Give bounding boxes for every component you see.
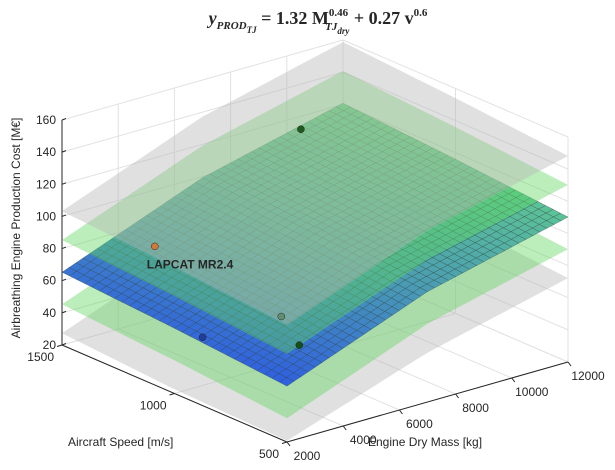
x-tick xyxy=(398,409,403,415)
z-tick-label: 140 xyxy=(36,145,56,159)
x-tick-label: 2000 xyxy=(294,449,321,463)
surface-band xyxy=(62,42,568,325)
data-point xyxy=(198,333,207,342)
z-tick-label: 120 xyxy=(36,177,56,191)
z-tick xyxy=(61,118,67,121)
y-tick-label: 1000 xyxy=(140,399,167,413)
data-point xyxy=(297,125,305,133)
z-tick-label: 20 xyxy=(43,338,57,352)
title-part: TJ xyxy=(325,21,338,33)
surface-cell xyxy=(61,177,316,329)
y-axis-label: Aircraft Speed [m/s] xyxy=(68,435,173,449)
z-axis-label: Airbreathing Engine Production Cost [M€] xyxy=(9,118,23,339)
y-tick xyxy=(169,393,175,396)
z-tick xyxy=(61,150,67,153)
z-tick xyxy=(61,310,67,314)
z-tick xyxy=(61,343,67,346)
title-part: TJ xyxy=(247,25,257,35)
x-tick-label: 8000 xyxy=(462,401,489,415)
x-axis-label: Engine Dry Mass [kg] xyxy=(368,435,482,449)
title-part: PROD xyxy=(217,20,247,32)
z-tick-label: 160 xyxy=(36,113,56,127)
title-part: = 1.32 M xyxy=(257,8,329,28)
title-part: + 0.27 v xyxy=(349,8,413,28)
z-tick xyxy=(61,278,67,282)
z-tick-label: 100 xyxy=(36,209,56,223)
axis-line xyxy=(286,361,569,443)
surface-cell xyxy=(314,158,569,292)
x-tick-label: 4000 xyxy=(350,433,377,447)
mesh-face xyxy=(279,377,295,387)
x-tick xyxy=(567,361,572,367)
title-part: 0.46 xyxy=(329,7,349,19)
y-tick xyxy=(281,441,288,444)
data-point xyxy=(277,312,286,321)
y-tick-label: 1500 xyxy=(27,350,54,364)
surface-cell xyxy=(174,233,428,387)
x-tick-label: 10000 xyxy=(515,385,549,399)
title-part: dry xyxy=(337,26,350,36)
x-tick-label: 6000 xyxy=(406,417,433,431)
data-point xyxy=(295,341,304,349)
surface-cell xyxy=(202,102,456,235)
y-tick xyxy=(56,344,63,347)
grid-line xyxy=(61,103,344,185)
x-tick xyxy=(342,425,347,431)
x-tick xyxy=(286,441,291,447)
title-part: y xyxy=(207,8,218,28)
surface-band xyxy=(62,71,568,354)
x-tick-label: 12000 xyxy=(571,369,605,383)
z-tick xyxy=(61,246,67,250)
chart-title: yPRODTJ = 1.32 M0.46 TJdry + 0.27 v0.6 xyxy=(207,7,428,36)
z-tick-label: 60 xyxy=(43,274,57,288)
z-tick-label: 40 xyxy=(43,306,57,320)
data-point xyxy=(151,242,159,251)
title-part: 0.6 xyxy=(414,7,428,19)
z-tick xyxy=(61,182,67,185)
x-tick xyxy=(455,393,460,399)
z-tick xyxy=(61,214,67,217)
annotation: LAPCAT MR2.4 xyxy=(147,257,234,271)
x-tick xyxy=(511,377,516,383)
y-tick-label: 500 xyxy=(259,447,279,461)
grid-line xyxy=(61,39,344,121)
grid-line xyxy=(61,71,344,153)
z-tick-label: 80 xyxy=(43,242,57,256)
